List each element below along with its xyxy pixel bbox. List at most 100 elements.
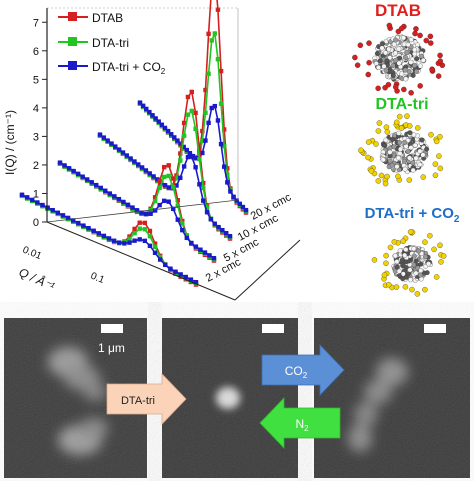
data-point: [30, 197, 35, 203]
micelle-atom: [383, 50, 388, 56]
data-point: [142, 227, 148, 232]
data-point: [106, 236, 112, 241]
data-point: [201, 185, 206, 191]
data-point: [215, 7, 221, 12]
data-point: [124, 153, 129, 158]
micelle-atom: [392, 50, 398, 56]
micelle-headgroup: [366, 59, 372, 66]
data-point: [175, 203, 180, 208]
data-point: [75, 171, 81, 177]
micelle-panel: DTAB DTA-tri DTA-tri + CO2: [352, 1, 460, 297]
data-point: [152, 208, 158, 213]
data-point: [221, 143, 227, 149]
data-point: [201, 198, 206, 203]
depth-axis-line: [234, 239, 301, 301]
data-point: [127, 240, 132, 245]
micelle-atom: [412, 62, 418, 68]
micelle-headgroup: [433, 138, 440, 145]
micelle-co2-image: [371, 229, 447, 297]
data-point: [143, 212, 149, 217]
micelle-atom: [387, 149, 393, 155]
scale-label: 1 μm: [98, 341, 125, 355]
data-point: [60, 213, 66, 218]
micelle-headgroup: [384, 173, 390, 180]
micelle-headgroup: [395, 173, 401, 180]
micelle-atom: [419, 137, 425, 143]
micelle-atom: [420, 57, 426, 63]
micelle-atom: [387, 158, 393, 164]
micelle-atom: [413, 270, 419, 276]
micelle-atom: [401, 158, 407, 164]
data-point: [183, 274, 188, 280]
data-point: [200, 150, 205, 156]
data-point: [161, 164, 167, 170]
arrow-co2-label: CO: [285, 364, 303, 378]
data-point: [197, 146, 202, 152]
data-point: [237, 201, 242, 207]
svg-text:N2: N2: [295, 417, 309, 433]
data-point: [197, 182, 202, 187]
data-point: [193, 165, 198, 170]
micelle-atom: [389, 162, 395, 168]
data-point: [178, 158, 183, 163]
data-point: [225, 180, 230, 185]
data-point: [166, 199, 171, 204]
data-point: [204, 205, 210, 210]
micelle-atom: [384, 58, 390, 64]
micelle-headgroup: [412, 30, 418, 37]
data-point: [162, 125, 168, 131]
data-point: [157, 185, 162, 191]
micelle-atom: [391, 41, 397, 47]
data-point: [187, 150, 193, 156]
micelle-atom: [418, 261, 424, 267]
micelle-atom: [383, 137, 389, 143]
micelle-headgroup: [437, 242, 443, 249]
data-point: [98, 185, 103, 191]
micelle-atom: [377, 58, 383, 64]
micelle-headgroup: [435, 73, 442, 79]
data-point: [139, 210, 144, 215]
data-point: [143, 168, 149, 173]
data-point: [178, 151, 183, 156]
micelle-atom: [393, 37, 399, 43]
data-point: [127, 234, 132, 239]
data-point: [202, 250, 208, 255]
data-point: [120, 150, 126, 155]
data-point: [197, 156, 202, 162]
micelle-headgroup: [381, 272, 388, 278]
micelle-atom: [418, 268, 424, 274]
micrograph-3: [314, 318, 470, 478]
data-point: [193, 126, 198, 132]
data-point: [178, 141, 183, 146]
data-point: [171, 176, 176, 181]
data-point: [105, 138, 110, 143]
data-point: [109, 141, 114, 146]
micelle-headgroup: [383, 124, 390, 130]
micelle-atom: [400, 276, 406, 282]
data-point: [137, 100, 143, 105]
micelle-atom: [396, 60, 402, 66]
micelle-atom: [413, 155, 419, 161]
micelle-headgroup: [382, 180, 389, 187]
data-point: [243, 207, 249, 213]
data-point: [113, 144, 118, 149]
y-tick-label: 1: [33, 188, 39, 200]
micelle-headgroup: [383, 252, 389, 259]
data-point: [86, 225, 91, 231]
data-point: [159, 122, 165, 127]
data-point: [203, 87, 208, 93]
data-point: [193, 156, 199, 161]
legend-label-co2-sub: 2: [161, 67, 166, 76]
data-point: [203, 138, 208, 143]
micelle-headgroup: [398, 125, 405, 131]
micelle-headgroup: [415, 125, 421, 131]
micelle-headgroup: [407, 229, 414, 235]
svg-text:DTA-tri + CO2: DTA-tri + CO2: [365, 205, 460, 225]
data-point: [203, 110, 208, 115]
micelle-atom: [426, 261, 432, 267]
x-tick-0.1: 0.1: [89, 271, 106, 287]
data-point: [136, 162, 141, 167]
data-point: [212, 31, 218, 36]
